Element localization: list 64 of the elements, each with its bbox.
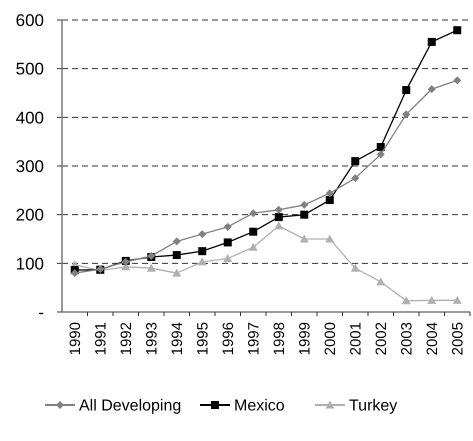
x-tick-label: 1998 [271,322,288,356]
y-tick-label: 200 [16,206,44,225]
point [146,264,156,272]
point [351,174,360,182]
x-tick-label: 1994 [169,322,186,356]
point [350,264,360,272]
point [172,251,181,260]
x-tick-label: 1995 [194,322,212,356]
y-tick-label: 100 [16,254,44,274]
legend-label: All Developing [79,398,182,415]
point [224,238,232,246]
point [351,157,360,166]
point [402,296,411,304]
y-tick-label: 500 [16,60,44,79]
point [70,269,79,278]
point [453,76,462,84]
legend-label: Turkey [349,398,398,415]
point [198,257,207,266]
point [198,230,206,238]
point [300,210,308,219]
point [326,189,334,198]
x-tick-label: 2004 [424,322,441,356]
point [172,237,181,246]
x-tick-label: 2000 [322,322,339,356]
x-tick-label: 2001 [348,322,364,356]
x-tick-label: 1992 [118,322,135,356]
x-tick-label: 2005 [450,322,466,356]
x-tick-label: 2002 [373,322,390,356]
point [402,86,410,94]
y-tick-label: 300 [16,156,44,176]
point [428,85,436,94]
x-tick-label: 1996 [220,322,237,356]
point [249,209,258,218]
point [325,234,334,242]
point [172,268,182,277]
point [402,110,410,118]
y-tick-label: 400 [16,108,44,128]
point [300,200,308,209]
point [274,213,283,222]
point [198,247,206,256]
point [249,228,258,236]
point [274,221,284,230]
point [224,222,232,231]
point [428,38,436,46]
point [453,26,462,34]
point [274,206,283,214]
y-tick-label: 600 [16,10,44,30]
x-tick-label: 2003 [398,322,416,356]
x-tick-label: 1993 [144,322,160,356]
point [326,196,334,204]
point [223,254,232,262]
point [376,277,386,286]
point [248,242,258,251]
x-tick-label: 1990 [67,322,84,356]
x-tick-label: 1991 [92,322,110,356]
y-tick-label: - [38,302,44,322]
point [452,296,462,304]
point [427,296,436,304]
x-tick-label: 1997 [246,322,262,356]
point [376,143,385,152]
point [300,234,309,242]
legend-label: Mexico [234,398,285,415]
point [376,150,385,158]
x-tick-label: 1999 [296,322,314,356]
